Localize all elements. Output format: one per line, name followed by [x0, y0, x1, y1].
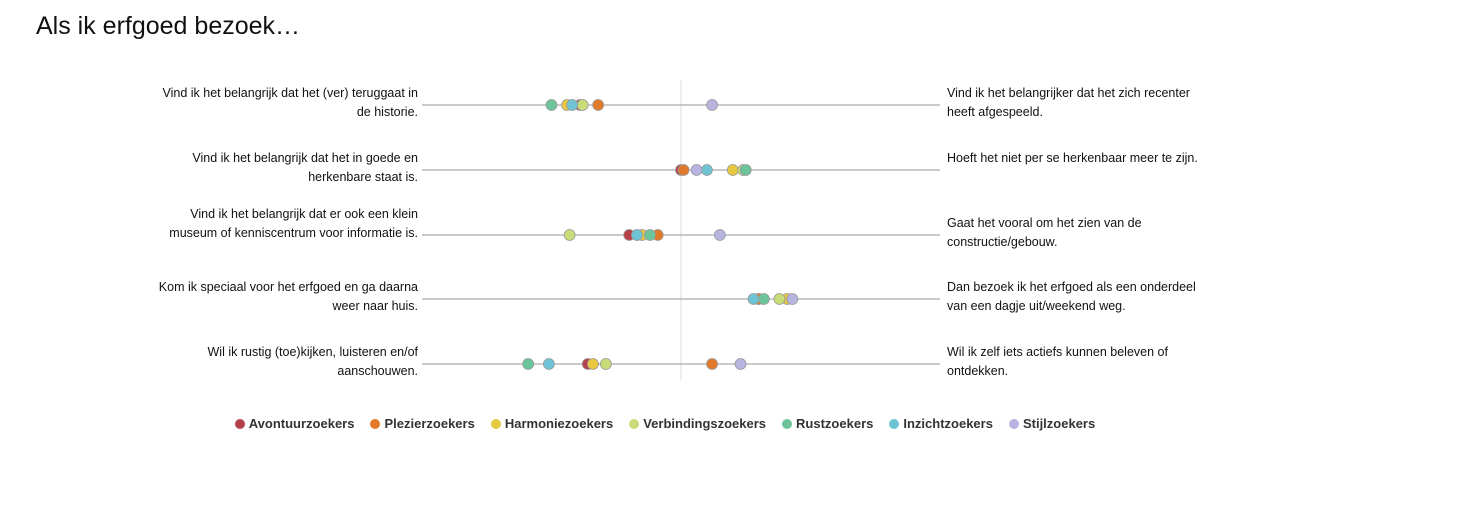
dot-rustzoekers [739, 164, 752, 176]
legend-swatch [889, 418, 900, 429]
dot-inzichtzoekers [631, 229, 643, 241]
legend-label: Avontuurzoekers [248, 416, 355, 431]
dot-stijlzoekers [734, 358, 747, 370]
row-label-left: Kom ik speciaal voor het erfgoed en ga d… [158, 280, 418, 313]
legend-swatch [234, 418, 245, 429]
dot-inzichtzoekers [543, 358, 555, 370]
legend-swatch [370, 418, 381, 429]
dot-rustzoekers [545, 99, 558, 111]
row-label-left: Vind ik het belangrijk dat het (ver) ter… [162, 86, 418, 119]
row-label-left: Vind ik het belangrijk dat er ook een kl… [169, 206, 418, 240]
dot-inzichtzoekers [566, 99, 579, 111]
legend-swatch [1008, 418, 1019, 429]
legend-label: Plezierzoekers [384, 416, 475, 431]
dot-plezierzoekers [706, 358, 718, 370]
dot-inzichtzoekers [747, 293, 760, 305]
legend-label: Verbindingszoekers [643, 416, 767, 431]
dot-verbindingszoekers [563, 229, 576, 241]
dot-plezierzoekers [592, 99, 605, 111]
legend-item: Stijlzoekers [1008, 416, 1096, 431]
dot-verbindingszoekers [599, 358, 612, 370]
dot-verbindingszoekers [773, 293, 786, 305]
row-label-left: Vind ik het belangrijk dat het in goede … [192, 151, 418, 184]
legend-item: Harmoniezoekers [490, 416, 614, 431]
legend-swatch [490, 418, 501, 429]
dot-stijlzoekers [706, 99, 718, 111]
dot-stijlzoekers [690, 164, 703, 176]
dot-rustzoekers [522, 358, 535, 370]
legend-item: Verbindingszoekers [629, 416, 766, 431]
dot-verbindingszoekers [576, 99, 589, 111]
dot-rustzoekers [757, 293, 770, 305]
legend-item: Inzichtzoekers [889, 416, 993, 431]
row-label-left: Wil ik rustig (toe)kijken, luisteren en/… [207, 345, 419, 378]
dot-harmoniezoekers [726, 164, 739, 176]
row-label-right: Wil ik zelf iets actiefs kunnen beleven … [947, 345, 1168, 378]
dot-stijlzoekers [786, 293, 799, 305]
row-label-right: Gaat het vooral om het zien van de const… [947, 216, 1142, 249]
legend-label: Inzichtzoekers [903, 416, 993, 431]
row-label-right: Dan bezoek ik het erfgoed als een onderd… [947, 280, 1196, 313]
legend-item: Avontuurzoekers [234, 416, 355, 431]
legend-swatch [629, 418, 640, 429]
legend: Avontuurzoekers Plezierzoekers Harmoniezoe… [0, 416, 1330, 431]
legend-label: Rustzoekers [796, 416, 874, 431]
legend-item: Rustzoekers [782, 416, 873, 431]
page-title: Als ik erfgoed bezoek… [36, 12, 301, 40]
legend-label: Stijlzoekers [1022, 416, 1096, 431]
row-label-right: Vind ik het belangrijker dat het zich re… [947, 86, 1190, 119]
legend-item: Plezierzoekers [370, 416, 475, 431]
dot-harmoniezoekers [587, 358, 599, 370]
legend-swatch [782, 418, 793, 429]
dot-plezierzoekers [677, 164, 690, 176]
dot-rustzoekers [644, 229, 656, 241]
legend-label: Harmoniezoekers [504, 416, 614, 431]
dot-stijlzoekers [713, 229, 726, 241]
dot-inzichtzoekers [701, 164, 713, 176]
row-label-right: Hoeft het niet per se herkenbaar meer te… [947, 151, 1198, 165]
